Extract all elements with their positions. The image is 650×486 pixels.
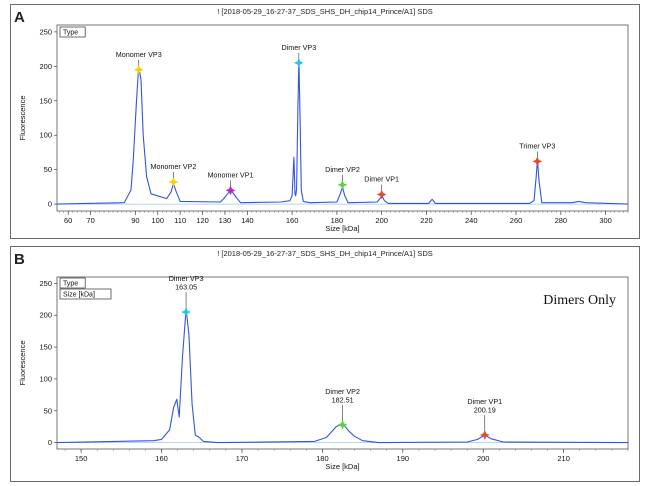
- peak-label: Dimer VP2: [325, 165, 360, 174]
- x-tick-label: 200: [477, 454, 490, 463]
- legend-box: [59, 26, 86, 38]
- x-tick-label: 220: [420, 216, 433, 225]
- y-tick-label: 150: [39, 343, 52, 352]
- peak-marker: [225, 185, 236, 196]
- x-tick-label: 60: [64, 216, 72, 225]
- peak-value-label: 163.05: [175, 283, 197, 292]
- legend-box: [59, 288, 112, 300]
- x-tick-label: 140: [241, 216, 254, 225]
- x-tick-label: 180: [316, 454, 329, 463]
- y-tick-label: 50: [44, 165, 52, 174]
- electropherogram-b: 0 50 100 150 200 250 150 160 170 180 190 200 210 Size…: [18, 274, 629, 471]
- y-axis-label: Fluorescence: [18, 95, 27, 140]
- x-tick-label: 110: [174, 216, 186, 225]
- x-tick-label: 180: [331, 216, 344, 225]
- chart-panel-b: B ! [2018-05-29_16-27-37_SDS_SHS_DH_chip…: [10, 246, 640, 482]
- panel-label: B: [14, 251, 25, 268]
- peak-label: Trimer VP3: [519, 141, 555, 150]
- x-tick-label: 100: [152, 216, 165, 225]
- peak-marker: [376, 189, 387, 200]
- series-line: [56, 58, 629, 205]
- y-tick-label: 250: [39, 279, 52, 288]
- peak-label: Monomer VP1: [208, 170, 254, 179]
- peak-marker: [168, 177, 179, 188]
- peak-marker: [337, 179, 348, 190]
- x-tick-label: 240: [465, 216, 478, 225]
- chart-title: ! [2018-05-29_16-27-37_SDS_SHS_DH_chip14…: [217, 7, 433, 16]
- peak-marker: [293, 57, 304, 68]
- y-tick-label: 0: [48, 438, 52, 447]
- x-tick-label: 190: [397, 454, 410, 463]
- x-tick-label: 160: [286, 216, 299, 225]
- panel-label: A: [14, 9, 25, 26]
- y-tick-label: 0: [48, 200, 52, 209]
- chart-title: ! [2018-05-29_16-27-37_SDS_SHS_DH_chip14…: [217, 249, 433, 258]
- peak-label: Monomer VP3: [116, 50, 162, 59]
- y-tick-label: 100: [39, 374, 52, 383]
- x-tick-label: 70: [86, 216, 94, 225]
- peak-value-label: 182.51: [332, 395, 354, 404]
- x-tick-label: 300: [599, 216, 612, 225]
- peak-marker: [181, 306, 192, 318]
- y-tick-label: 200: [39, 311, 52, 320]
- x-tick-label: 160: [155, 454, 168, 463]
- y-axis-label: Fluorescence: [18, 340, 27, 385]
- y-tick-label: 100: [39, 131, 52, 140]
- electropherogram-a: 0 50 100 150 200 250 60 70 90 100 110 120 130 140 160 1…: [18, 24, 629, 233]
- legend-box-label: Size [kDa]: [63, 292, 95, 299]
- peak-value-label: 200.19: [474, 405, 496, 414]
- chart-panel-a: A ! [2018-05-29_16-27-37_SDS_SHS_DH_chip…: [10, 4, 640, 239]
- peak-label: Dimer VP1: [364, 174, 399, 183]
- x-tick-label: 150: [75, 454, 88, 463]
- x-tick-label: 280: [555, 216, 568, 225]
- legend-box-label: Type: [63, 281, 78, 288]
- peak-label: Monomer VP2: [150, 162, 196, 171]
- x-tick-label: 260: [510, 216, 523, 225]
- peak-marker: [133, 64, 144, 75]
- peak-label: Dimer VP1: [467, 397, 502, 406]
- x-axis-label: Size [kDa]: [325, 462, 359, 471]
- y-tick-label: 150: [39, 96, 52, 105]
- legend-box: [59, 277, 86, 289]
- x-tick-label: 120: [196, 216, 209, 225]
- x-tick-label: 90: [131, 216, 139, 225]
- y-tick-label: 200: [39, 62, 52, 71]
- x-axis-label: Size [kDa]: [325, 224, 359, 233]
- x-tick-label: 210: [557, 454, 570, 463]
- x-tick-label: 130: [219, 216, 232, 225]
- legend-box-label: Type: [63, 30, 78, 37]
- peak-marker: [337, 419, 348, 430]
- x-tick-label: 200: [375, 216, 388, 225]
- dimers-only-note: Dimers Only: [543, 293, 616, 308]
- peak-label: Dimer VP3: [169, 274, 204, 283]
- series-line: [56, 308, 629, 444]
- x-tick-label: 170: [236, 454, 249, 463]
- y-tick-label: 250: [39, 27, 52, 36]
- y-tick-label: 50: [44, 406, 52, 415]
- peak-label: Dimer VP3: [281, 43, 316, 52]
- peak-marker: [479, 429, 490, 441]
- peak-label: Dimer VP2: [325, 387, 360, 396]
- peak-marker: [532, 156, 543, 167]
